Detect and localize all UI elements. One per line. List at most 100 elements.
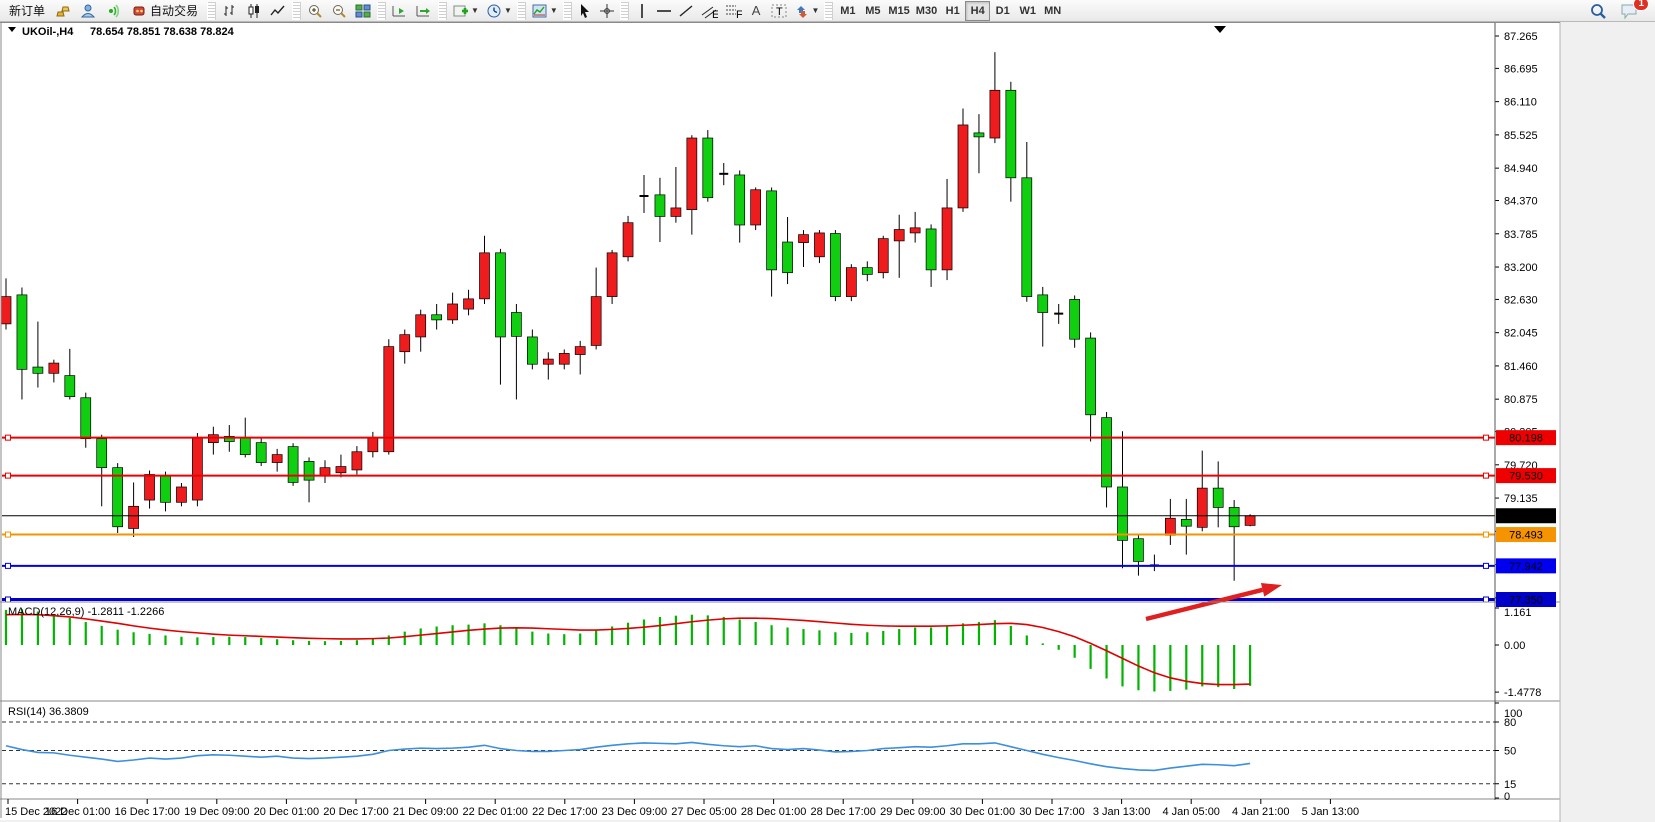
- bull-candle: [351, 451, 363, 471]
- line-handle[interactable]: [1483, 472, 1489, 479]
- text-icon[interactable]: A: [745, 1, 768, 21]
- bear-candle: [1069, 299, 1081, 340]
- chart-title-ohlc: 78.654 78.851 78.638 78.824: [90, 26, 235, 38]
- autoscroll-icon[interactable]: [388, 1, 412, 21]
- price-badge: [1496, 508, 1556, 524]
- time-axis-label: 28 Dec 17:00: [810, 806, 875, 818]
- zoom-out-icon[interactable]: [327, 1, 351, 21]
- line-handle[interactable]: [5, 434, 11, 441]
- svg-text:E: E: [712, 9, 718, 19]
- bear-candle: [830, 233, 841, 297]
- bear-candle: [80, 397, 92, 440]
- time-axis-label: 16 Dec 01:00: [45, 806, 110, 818]
- line-chart-icon[interactable]: [266, 1, 290, 21]
- line-handle[interactable]: [5, 531, 11, 538]
- autotrading-button[interactable]: 自动交易: [124, 1, 205, 21]
- rsi-axis-label: 100: [1504, 708, 1522, 720]
- toolbar-separator: [292, 1, 302, 20]
- bar-chart-icon[interactable]: [218, 1, 242, 21]
- signals-icon[interactable]: [100, 1, 124, 21]
- time-axis-label: 5 Jan 13:00: [1302, 806, 1360, 818]
- bear-candle: [766, 190, 777, 271]
- trend-arrow-head[interactable]: [1260, 583, 1282, 597]
- bear-candle: [734, 174, 746, 226]
- price-axis-label: 85.525: [1504, 130, 1538, 142]
- line-handle[interactable]: [1483, 596, 1489, 603]
- price-badge: [1496, 430, 1556, 446]
- line-handle[interactable]: [1483, 434, 1489, 441]
- candlestick-chart-icon[interactable]: [242, 1, 266, 21]
- bull-candle: [271, 454, 283, 463]
- timeframe-button-M5[interactable]: M5: [860, 1, 885, 21]
- community-user-icon[interactable]: [76, 1, 100, 21]
- timeframe-button-MN[interactable]: MN: [1040, 1, 1065, 21]
- timeframe-button-H1[interactable]: H1: [940, 1, 965, 21]
- bear-candle: [1021, 177, 1033, 297]
- bear-candle: [112, 467, 124, 528]
- chart-title-symbol: UKOil-,H4: [22, 26, 74, 38]
- line-handle[interactable]: [5, 596, 11, 603]
- chart-menu-triangle-icon[interactable]: [8, 27, 16, 32]
- line-handle[interactable]: [5, 472, 11, 479]
- svg-text:F: F: [736, 9, 742, 19]
- vertical-line-icon[interactable]: [631, 1, 653, 21]
- timeframe-button-M15[interactable]: M15: [885, 1, 912, 21]
- time-axis-label: 19 Dec 09:00: [184, 806, 249, 818]
- bull-candle: [335, 466, 347, 474]
- bull-candle: [1164, 517, 1176, 536]
- bottom-filler: [0, 820, 1560, 822]
- bear-candle: [495, 252, 506, 338]
- price-axis-label: 79.135: [1504, 493, 1538, 505]
- bear-candle: [64, 375, 76, 397]
- crosshair-icon[interactable]: [596, 1, 618, 21]
- new-order-button[interactable]: 新订单: [2, 1, 52, 21]
- trendline-icon[interactable]: [675, 1, 697, 21]
- price-chart[interactable]: 87.265 86.695 86.110 85.525 84.940 84.370 83.7…: [0, 22, 1655, 822]
- time-axis-label: 30 Dec 17:00: [1019, 806, 1084, 818]
- bear-candle: [160, 475, 171, 503]
- timeframe-button-W1[interactable]: W1: [1015, 1, 1040, 21]
- tile-windows-icon[interactable]: [351, 1, 375, 21]
- time-axis-label: 27 Dec 05:00: [671, 806, 736, 818]
- bull-candle: [399, 334, 411, 353]
- text-label-icon[interactable]: T: [767, 1, 791, 21]
- templates-icon[interactable]: ▼: [528, 1, 561, 21]
- line-handle[interactable]: [1483, 531, 1489, 538]
- toolbar-separator: [516, 1, 526, 20]
- bear-candle: [303, 461, 315, 481]
- bull-candle: [798, 234, 809, 243]
- time-axis-label: 23 Dec 09:00: [602, 806, 667, 818]
- chevron-down-icon: ▼: [471, 6, 479, 15]
- indicators-add-icon[interactable]: ▼: [449, 1, 482, 21]
- timeframe-button-M30[interactable]: M30: [913, 1, 940, 21]
- macd-axis-label: 0.00: [1504, 640, 1525, 652]
- trend-arrow-line[interactable]: [1145, 587, 1264, 622]
- price-axis-label: 86.110: [1504, 97, 1537, 109]
- periods-clock-icon[interactable]: ▼: [482, 1, 515, 21]
- line-handle[interactable]: [1483, 562, 1489, 569]
- cursor-icon[interactable]: [574, 1, 596, 21]
- arrows-icon[interactable]: ▼: [791, 1, 822, 21]
- fibonacci-icon[interactable]: F: [721, 1, 745, 21]
- bull-candle: [941, 207, 953, 271]
- chart-shift-icon[interactable]: [412, 1, 436, 21]
- bull-candle: [383, 346, 395, 453]
- time-axis-label: 30 Dec 01:00: [950, 806, 1015, 818]
- line-handle[interactable]: [5, 562, 11, 569]
- time-axis-label: 29 Dec 09:00: [880, 806, 945, 818]
- timeframe-button-H4[interactable]: H4: [965, 0, 991, 21]
- bull-candle: [1196, 487, 1208, 528]
- price-badge: [1496, 527, 1556, 543]
- equidistant-channel-icon[interactable]: E: [697, 1, 721, 21]
- gold-bars-icon[interactable]: [52, 1, 76, 21]
- bull-candle: [574, 346, 586, 355]
- toolbar-separator: [824, 1, 834, 20]
- horizontal-line-icon[interactable]: [653, 1, 675, 21]
- zoom-in-icon[interactable]: [303, 1, 327, 21]
- timeframe-button-M1[interactable]: M1: [835, 1, 860, 21]
- timeframe-button-D1[interactable]: D1: [990, 1, 1015, 21]
- bull-candle: [877, 238, 889, 274]
- macd-axis-label: -1.4778: [1504, 687, 1541, 699]
- price-badge-value: 77.942: [1509, 561, 1543, 573]
- search-icon[interactable]: [1585, 1, 1611, 21]
